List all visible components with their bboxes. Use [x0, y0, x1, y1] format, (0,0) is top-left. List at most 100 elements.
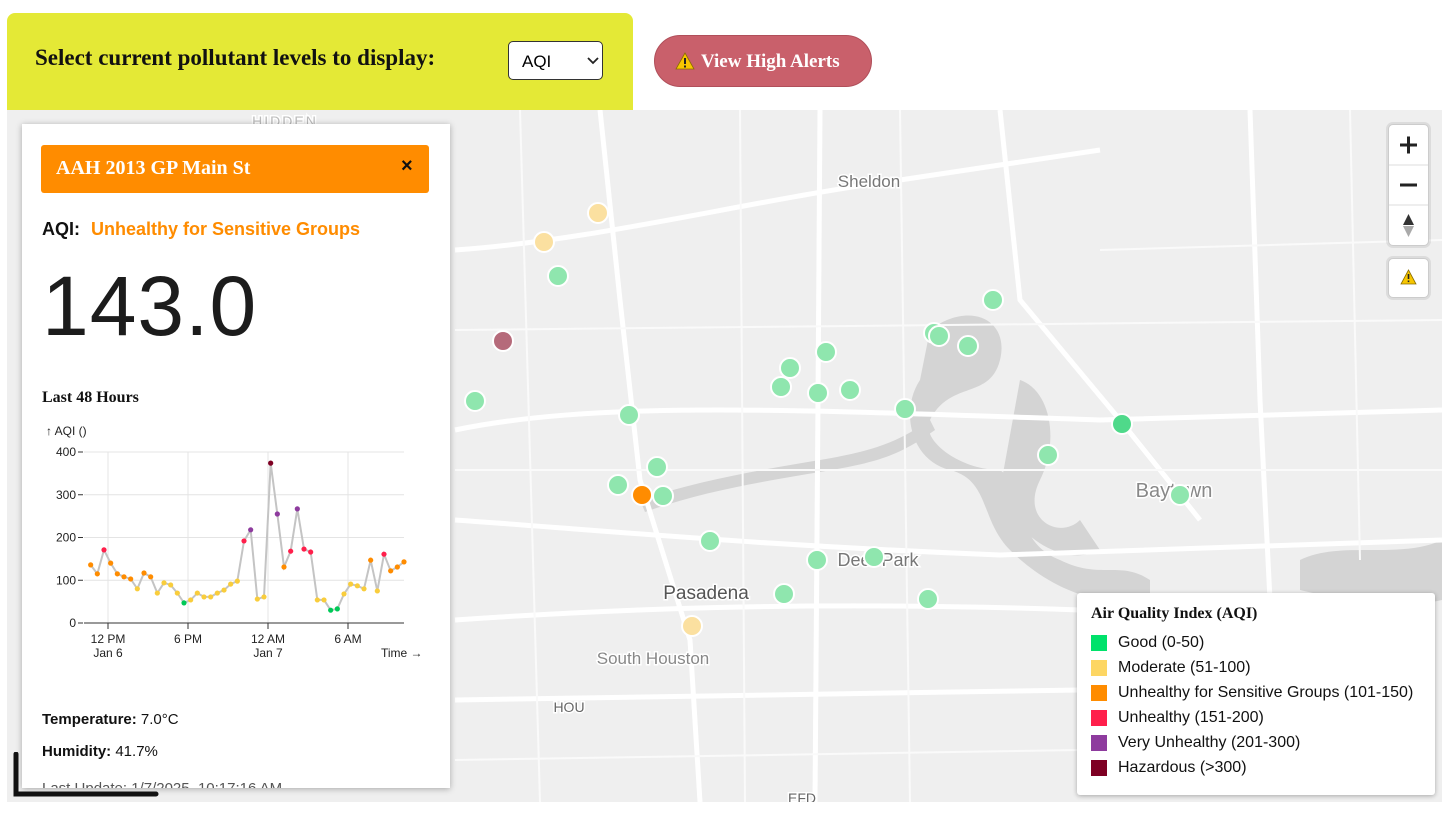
station-markers	[464, 202, 1191, 637]
station-marker[interactable]	[815, 341, 837, 363]
station-marker[interactable]	[806, 549, 828, 571]
station-marker[interactable]	[807, 382, 829, 404]
history-point	[121, 574, 127, 580]
y-tick-label: 100	[56, 573, 76, 587]
zoom-controls	[1388, 124, 1429, 246]
streets	[454, 110, 1442, 802]
station-marker[interactable]	[894, 398, 916, 420]
station-header	[41, 145, 429, 193]
station-marker[interactable]	[618, 404, 640, 426]
station-marker[interactable]	[652, 485, 674, 507]
legend-swatch	[1091, 635, 1107, 651]
alerts-control[interactable]	[1388, 258, 1429, 298]
aqi-value: 143.0	[42, 259, 258, 353]
station-marker[interactable]	[587, 202, 609, 224]
history-title: Last 48 Hours	[42, 389, 139, 406]
pollutant-select[interactable]: AQI	[508, 41, 603, 80]
history-point	[201, 594, 207, 600]
history-point	[94, 571, 100, 577]
station-marker[interactable]	[773, 583, 795, 605]
station-marker[interactable]	[547, 265, 569, 287]
temperature-value: 7.0°C	[140, 711, 179, 728]
station-marker[interactable]	[607, 474, 629, 496]
warning-icon	[1400, 269, 1417, 285]
aqi-history-chart: 0 100 200 300 400	[56, 445, 407, 630]
history-point	[301, 546, 307, 552]
aqi-category: Unhealthy for Sensitive Groups	[91, 219, 361, 239]
history-point	[228, 581, 234, 587]
history-point	[374, 588, 380, 594]
map-label: HOU	[553, 699, 584, 715]
station-marker[interactable]	[646, 456, 668, 478]
legend-swatch	[1091, 760, 1107, 776]
station-marker[interactable]	[863, 546, 885, 568]
history-point	[401, 559, 407, 565]
station-marker[interactable]	[770, 376, 792, 398]
y-tick-label: 300	[56, 488, 76, 502]
station-marker[interactable]	[492, 330, 514, 352]
history-point	[134, 586, 140, 592]
station-marker[interactable]	[917, 588, 939, 610]
x-tick-label: 6 AM	[334, 632, 362, 646]
chevron	[587, 57, 599, 65]
station-marker[interactable]	[699, 530, 721, 552]
legend-swatch	[1091, 710, 1107, 726]
station-marker[interactable]	[681, 615, 703, 637]
warning-icon	[675, 52, 695, 70]
history-point	[268, 460, 274, 466]
station-panel	[22, 124, 450, 788]
history-point	[368, 557, 374, 563]
history-point	[341, 591, 347, 597]
history-point	[288, 548, 294, 554]
history-point	[241, 538, 247, 544]
humidity-value: 41.7%	[115, 743, 158, 760]
station-marker[interactable]	[1037, 444, 1059, 466]
history-point	[188, 597, 194, 603]
station-marker[interactable]	[631, 484, 653, 506]
zoom-in[interactable]	[1400, 136, 1417, 154]
legend-title: Air Quality Index (AQI)	[1091, 605, 1258, 622]
x-tick-label: 6 PM	[173, 632, 202, 646]
legend-label: Good (0-50)	[1118, 634, 1205, 651]
alerts-button[interactable]: View High Alerts	[654, 35, 872, 87]
x-axis-label: Time →	[381, 646, 423, 660]
history-point	[314, 597, 320, 603]
legend-swatch	[1091, 685, 1107, 701]
y-tick-label: 200	[56, 531, 76, 545]
map-label: Pasadena	[663, 583, 749, 604]
station-marker[interactable]	[1169, 484, 1191, 506]
station-marker[interactable]	[533, 231, 555, 253]
station-marker[interactable]	[982, 289, 1004, 311]
station-marker[interactable]	[928, 325, 950, 347]
close-button[interactable]: ×	[401, 155, 413, 177]
station-marker[interactable]	[464, 390, 486, 412]
history-point	[248, 527, 254, 533]
y-axis-label: ↑ AQI ()	[46, 424, 87, 438]
history-point	[274, 511, 280, 517]
map-label: EFD	[788, 790, 816, 802]
history-point	[174, 590, 180, 596]
station-marker[interactable]	[1111, 413, 1133, 435]
station-marker[interactable]	[779, 357, 801, 379]
legend-swatch	[1091, 735, 1107, 751]
station-marker[interactable]	[957, 335, 979, 357]
history-point	[354, 583, 360, 589]
compass[interactable]	[1403, 214, 1414, 225]
y-tick-label: 400	[56, 445, 76, 459]
station-marker[interactable]	[839, 379, 861, 401]
history-point	[128, 576, 134, 582]
legend-label: Hazardous (>300)	[1118, 759, 1247, 776]
history-point	[328, 607, 334, 613]
prompt: Select current pollutant levels to displ…	[35, 45, 436, 70]
history-point	[181, 600, 187, 606]
history-point	[361, 586, 367, 592]
history-point	[334, 606, 340, 612]
history-point	[141, 570, 147, 576]
history-point	[308, 549, 314, 555]
history-point	[221, 587, 227, 593]
history-point	[294, 506, 300, 512]
history-point	[261, 594, 267, 600]
water	[640, 315, 1442, 605]
history-point	[194, 590, 200, 596]
